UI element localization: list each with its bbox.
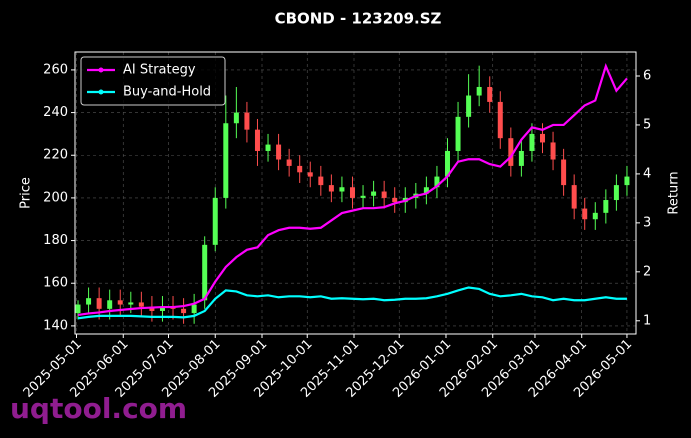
candle-body xyxy=(582,208,588,220)
candle-body xyxy=(444,150,450,177)
y2-tick-label: 5 xyxy=(643,117,651,132)
candle-body xyxy=(254,129,260,151)
candle-body xyxy=(276,144,282,160)
candle-body xyxy=(181,308,187,314)
line-series xyxy=(77,63,628,316)
watermark: uqtool.com xyxy=(10,392,187,425)
legend-marker xyxy=(98,89,104,95)
legend-label: Buy-and-Hold xyxy=(123,85,211,100)
candle-body xyxy=(476,86,482,96)
y2-tick-label: 1 xyxy=(643,313,651,328)
candle-body xyxy=(392,197,398,203)
y-tick-label: 220 xyxy=(43,148,68,163)
candle-body xyxy=(529,133,535,151)
candle-body xyxy=(550,142,556,160)
candle-body xyxy=(212,197,218,245)
candle-body xyxy=(624,176,630,186)
candle-body xyxy=(613,185,619,201)
candle-body xyxy=(297,165,303,173)
candle-body xyxy=(233,112,239,124)
candle-body xyxy=(244,112,250,130)
candle-body xyxy=(286,159,292,166)
candle-body xyxy=(508,138,514,166)
legend-marker xyxy=(98,67,104,73)
chart-title: CBOND - 123209.SZ xyxy=(275,10,442,28)
candle-body xyxy=(318,176,324,186)
candle-body xyxy=(540,133,545,143)
candle-body xyxy=(487,86,493,102)
candle-body xyxy=(328,185,334,192)
candle-body xyxy=(381,191,387,198)
candle-body xyxy=(128,302,134,305)
candle-body xyxy=(592,212,598,220)
candle-body xyxy=(75,304,81,314)
y-tick-label: 180 xyxy=(43,233,68,248)
line-series xyxy=(77,286,627,320)
candle-body xyxy=(138,302,144,307)
candle-body xyxy=(191,304,197,314)
candle-body xyxy=(86,298,92,305)
y2-axis-label: Return xyxy=(667,171,682,214)
candle-body xyxy=(371,191,377,196)
candle-body xyxy=(423,187,429,194)
candle-body xyxy=(159,306,165,311)
candle-body xyxy=(455,116,461,151)
candle-body xyxy=(434,176,440,188)
y-tick-label: 240 xyxy=(43,105,68,120)
candle-body xyxy=(360,195,366,198)
y-tick-label: 260 xyxy=(43,62,68,77)
y-tick-label: 140 xyxy=(43,318,68,333)
candle-body xyxy=(497,101,503,139)
candle-body xyxy=(518,150,524,166)
candle-body xyxy=(149,306,155,311)
y-tick-label: 200 xyxy=(43,190,68,205)
candle-body xyxy=(603,200,609,213)
candle-body xyxy=(117,300,123,305)
plot-frame xyxy=(74,51,637,335)
y-axis-label: Price xyxy=(19,177,34,209)
candle-body xyxy=(561,159,567,186)
legend-box xyxy=(80,56,226,106)
candle-body xyxy=(96,298,102,309)
y-tick-label: 160 xyxy=(43,276,68,291)
candle-body xyxy=(107,300,113,309)
candle-body xyxy=(571,185,577,209)
candle-body xyxy=(466,95,472,117)
candle-body xyxy=(265,144,271,151)
y2-tick-label: 6 xyxy=(643,68,651,83)
y2-tick-label: 4 xyxy=(643,166,651,181)
candle-body xyxy=(223,123,229,198)
candle-body xyxy=(339,187,345,192)
candle-body xyxy=(202,244,208,301)
candle-body xyxy=(349,187,355,198)
y2-tick-label: 3 xyxy=(643,215,651,230)
y2-tick-label: 2 xyxy=(643,264,651,279)
candle-body xyxy=(307,172,313,177)
legend-label: AI Strategy xyxy=(123,63,196,78)
